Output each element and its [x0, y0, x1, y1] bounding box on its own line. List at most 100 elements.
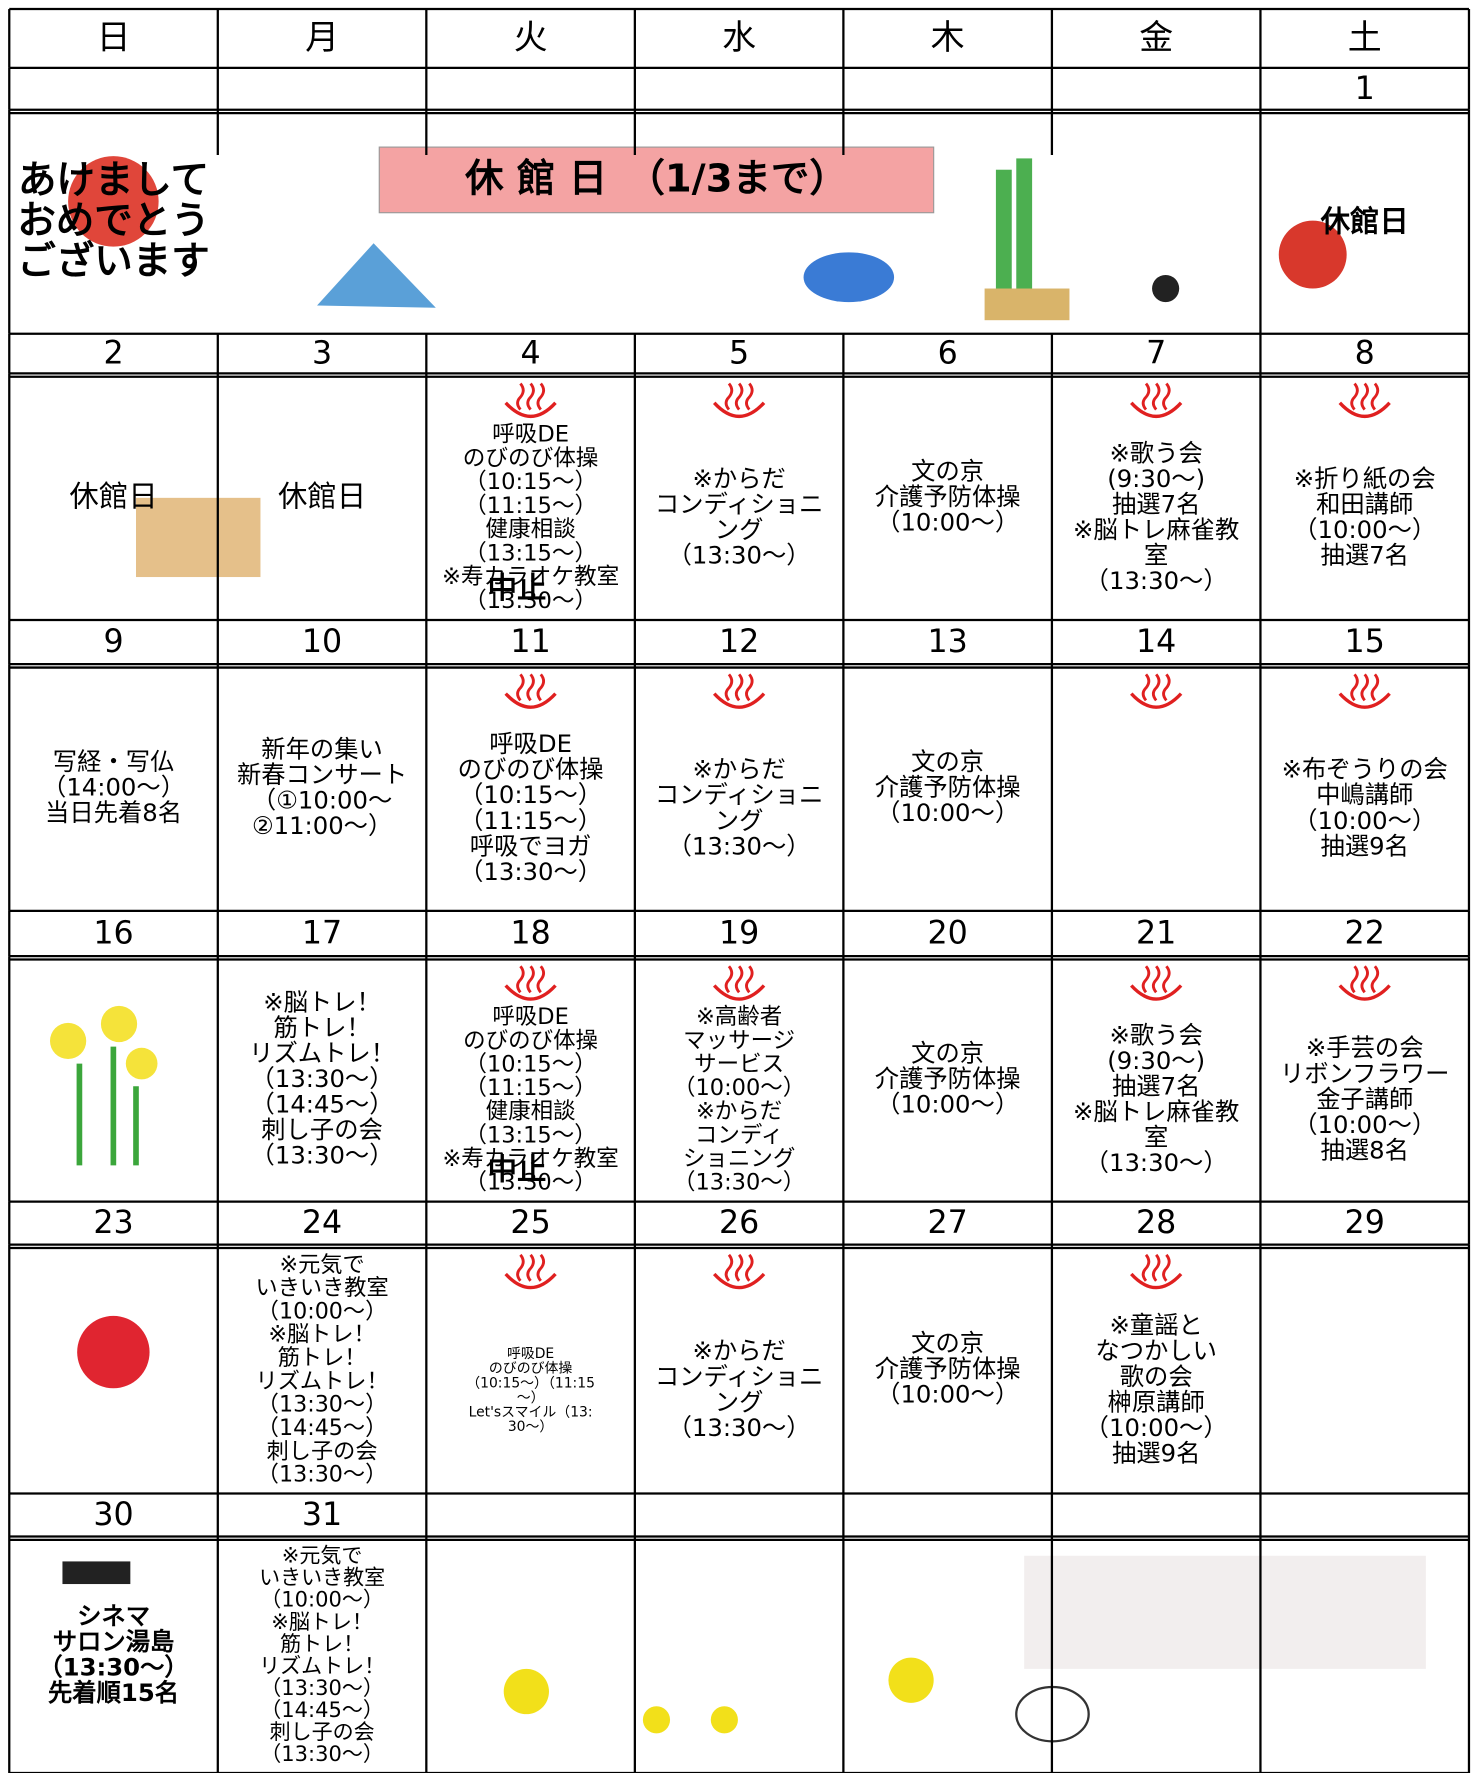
ema [135, 497, 261, 578]
event-line: （10:15～）（11:15 [466, 1375, 595, 1391]
event-line: （10:00～） [673, 1075, 805, 1101]
event-line: （13:30～） [38, 1653, 188, 1682]
event-line: ②11:00～） [252, 811, 393, 840]
onsen-part [734, 965, 744, 994]
onsen-part [1338, 401, 1391, 418]
event-line: サービス [694, 1051, 784, 1077]
event-line: （13:30～） [464, 1170, 596, 1196]
event-line: （13:30～） [1085, 1148, 1228, 1177]
event-line: 筋トレ！ [278, 1345, 367, 1371]
weekday: 水 [722, 18, 756, 58]
weekday: 金 [1139, 18, 1173, 58]
event-line: ※元気で [279, 1252, 364, 1278]
event-line: ※寿カラオケ教室 [442, 564, 619, 590]
onsen-part [504, 692, 557, 709]
onsen-part [1338, 984, 1391, 1001]
onsen-icon [1338, 965, 1391, 1001]
event-line: コンディショニ [655, 1362, 824, 1391]
event-line: （13:30～） [668, 831, 811, 860]
top-toy [803, 252, 895, 303]
onsen-part [734, 382, 744, 411]
date: 25 [510, 1205, 550, 1241]
event-line: （11:15～） [464, 493, 597, 519]
date: 3 [312, 336, 332, 372]
event-line: （13:30～） [257, 1462, 388, 1488]
onsen-icon [712, 965, 766, 1001]
event-line: (9:30～) [1107, 1046, 1205, 1075]
illustrations [50, 156, 1426, 1743]
onsen-part [712, 692, 766, 709]
date: 8 [1355, 336, 1375, 372]
event-line: （10:00～） [1293, 515, 1436, 544]
date: 13 [927, 624, 967, 660]
onsen-part [536, 382, 546, 411]
onsen-part [1130, 692, 1183, 709]
onsen-part [516, 673, 525, 702]
event-line: （10:00～） [876, 1380, 1019, 1409]
date: 31 [302, 1497, 342, 1533]
event-line: 先着順15名 [48, 1678, 179, 1707]
date: 19 [719, 916, 759, 952]
event-line: （10:15～） [459, 780, 602, 809]
event-line: （①10:00～ [252, 785, 393, 814]
onsen-part [1141, 1253, 1151, 1282]
onsen-part [1338, 692, 1391, 709]
event-line: （13:15～） [464, 540, 597, 566]
onsen-part [1162, 1253, 1171, 1282]
onsen-part [734, 673, 744, 702]
date: 12 [719, 624, 759, 660]
onsen-part [1141, 673, 1151, 702]
event-line: ※からだ [692, 1336, 785, 1365]
weekday: 日 [97, 18, 131, 58]
event-line: ございます [17, 239, 209, 284]
date: 27 [927, 1205, 967, 1241]
event-line: 文の京 [911, 1329, 984, 1358]
banner: 休 館 日 （1/3まで） [464, 157, 848, 202]
event-line: （14:45～） [251, 1090, 394, 1119]
date: 10 [302, 624, 342, 660]
onsen-part [536, 965, 546, 994]
onsen-icon [1130, 382, 1183, 418]
event-line: （13:30～） [673, 1170, 805, 1196]
event-line: ※からだ [692, 755, 785, 784]
kadomatsu [995, 169, 1012, 295]
event-line: （13:30～） [1085, 566, 1228, 595]
event-line: 室 [1144, 1123, 1168, 1152]
event-line: ※童謡と [1110, 1311, 1203, 1340]
event-line: 文の京 [911, 456, 984, 485]
event-line: のびのび体操 [489, 1361, 572, 1377]
weekday: 木 [931, 18, 965, 58]
date: 9 [103, 624, 123, 660]
onsen-icon [1338, 673, 1391, 709]
date: 23 [93, 1205, 133, 1241]
date: 26 [719, 1205, 759, 1241]
date: 4 [521, 336, 541, 372]
event-line: ※脳トレ！ [268, 1322, 375, 1348]
date: 15 [1345, 624, 1385, 660]
event-line: あけまして [18, 158, 209, 203]
event-line: （10:00～） [1293, 806, 1436, 835]
onsen-icon [504, 673, 557, 709]
onsen-part [734, 1253, 744, 1282]
onsen-icon [712, 673, 766, 709]
event-line: （10:00～） [1293, 1110, 1436, 1139]
banner-box [378, 146, 935, 214]
hagoita [1152, 274, 1180, 303]
cancel-label: 中止 [488, 571, 547, 605]
date: 21 [1136, 916, 1176, 952]
event-line: (9:30～) [1107, 464, 1205, 493]
onsen-part [1151, 965, 1161, 994]
event-line: ※歌う会 [1110, 1020, 1203, 1049]
event-line: 休館日 [278, 479, 366, 513]
event-line: 健康相談 [486, 1099, 576, 1125]
onsen-part [1130, 984, 1183, 1001]
event-line: 休館日 [1320, 204, 1409, 238]
daffodil [50, 1005, 158, 1080]
event-line: （10:15～） [464, 1051, 596, 1077]
onsen-part [1350, 965, 1359, 994]
event-line: コンディショニ [655, 489, 824, 518]
event-line: 介護予防体操 [875, 482, 1021, 511]
event-line: ※手芸の会 [1306, 1033, 1424, 1062]
event-line: ～） [517, 1390, 545, 1406]
event-line: リズムトレ！ [259, 1653, 385, 1678]
